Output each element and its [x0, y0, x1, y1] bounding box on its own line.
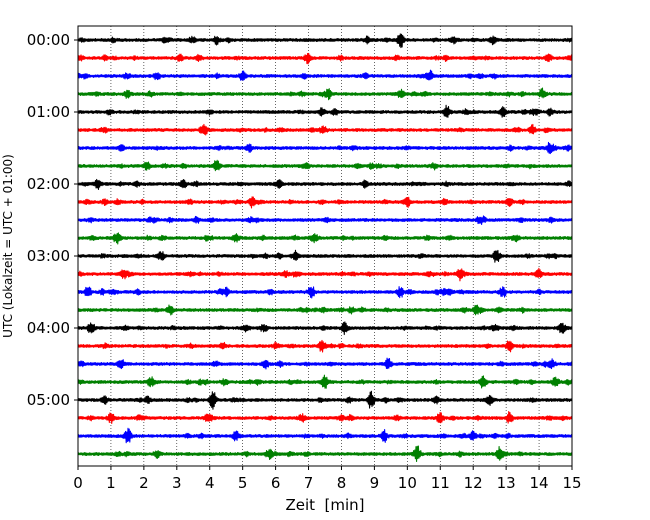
trace-0200 — [77, 178, 573, 191]
x-tick-label-2: 2 — [139, 474, 149, 492]
x-tick-label-0: 0 — [73, 474, 83, 492]
x-tick-label-13: 13 — [497, 474, 516, 492]
x-tick-label-12: 12 — [464, 474, 483, 492]
y-tick-label-4: 04:00 — [27, 319, 70, 337]
trace-0030 — [77, 69, 573, 81]
trace-0345 — [77, 304, 573, 316]
x-tick-label-14: 14 — [530, 474, 549, 492]
trace-0000 — [77, 33, 573, 49]
trace-0445 — [77, 374, 573, 389]
trace-0315 — [77, 267, 573, 282]
x-tick-label-6: 6 — [271, 474, 281, 492]
y-axis-ticks: 00:00 01:00 02:00 03:00 04:00 05:00 — [27, 31, 78, 409]
grid-lines — [110, 26, 540, 466]
trace-0115 — [77, 123, 573, 136]
trace-0430 — [77, 357, 573, 370]
x-tick-label-10: 10 — [398, 474, 417, 492]
trace-0500 — [77, 390, 573, 410]
y-tick-label-3: 03:00 — [27, 247, 70, 265]
x-tick-label-8: 8 — [337, 474, 347, 492]
x-tick-label-3: 3 — [172, 474, 182, 492]
trace-0415 — [77, 339, 573, 353]
y-tick-label-2: 02:00 — [27, 175, 70, 193]
trace-0130 — [77, 141, 573, 155]
trace-0215 — [77, 196, 573, 209]
trace-0330 — [77, 286, 573, 299]
trace-0230 — [77, 215, 573, 225]
trace-0100 — [77, 104, 573, 118]
trace-0515 — [77, 410, 573, 425]
x-tick-label-1: 1 — [106, 474, 116, 492]
y-tick-label-0: 00:00 — [27, 31, 70, 49]
y-tick-label-5: 05:00 — [27, 391, 70, 409]
seismic-traces — [77, 33, 573, 462]
y-axis-label: UTC (Lokalzeit = UTC + 01:00) — [1, 154, 15, 338]
x-tick-label-4: 4 — [205, 474, 215, 492]
x-tick-label-15: 15 — [562, 474, 581, 492]
x-tick-label-5: 5 — [238, 474, 248, 492]
trace-0015 — [77, 52, 573, 65]
x-tick-label-11: 11 — [431, 474, 450, 492]
x-tick-label-9: 9 — [370, 474, 380, 492]
plot-frame — [77, 25, 573, 467]
trace-0530 — [77, 427, 573, 444]
trace-0245 — [77, 232, 573, 245]
x-axis-ticks: 0 1 2 3 4 5 6 7 8 9 10 11 12 13 14 15 — [73, 466, 582, 492]
y-tick-label-1: 01:00 — [27, 103, 70, 121]
trace-0545 — [77, 445, 573, 462]
trace-0400 — [77, 321, 573, 336]
trace-0045 — [77, 87, 573, 101]
x-axis-label: Zeit [min] — [285, 496, 364, 514]
trace-0300 — [77, 249, 573, 263]
x-tick-label-7: 7 — [304, 474, 314, 492]
trace-0145 — [77, 159, 573, 172]
